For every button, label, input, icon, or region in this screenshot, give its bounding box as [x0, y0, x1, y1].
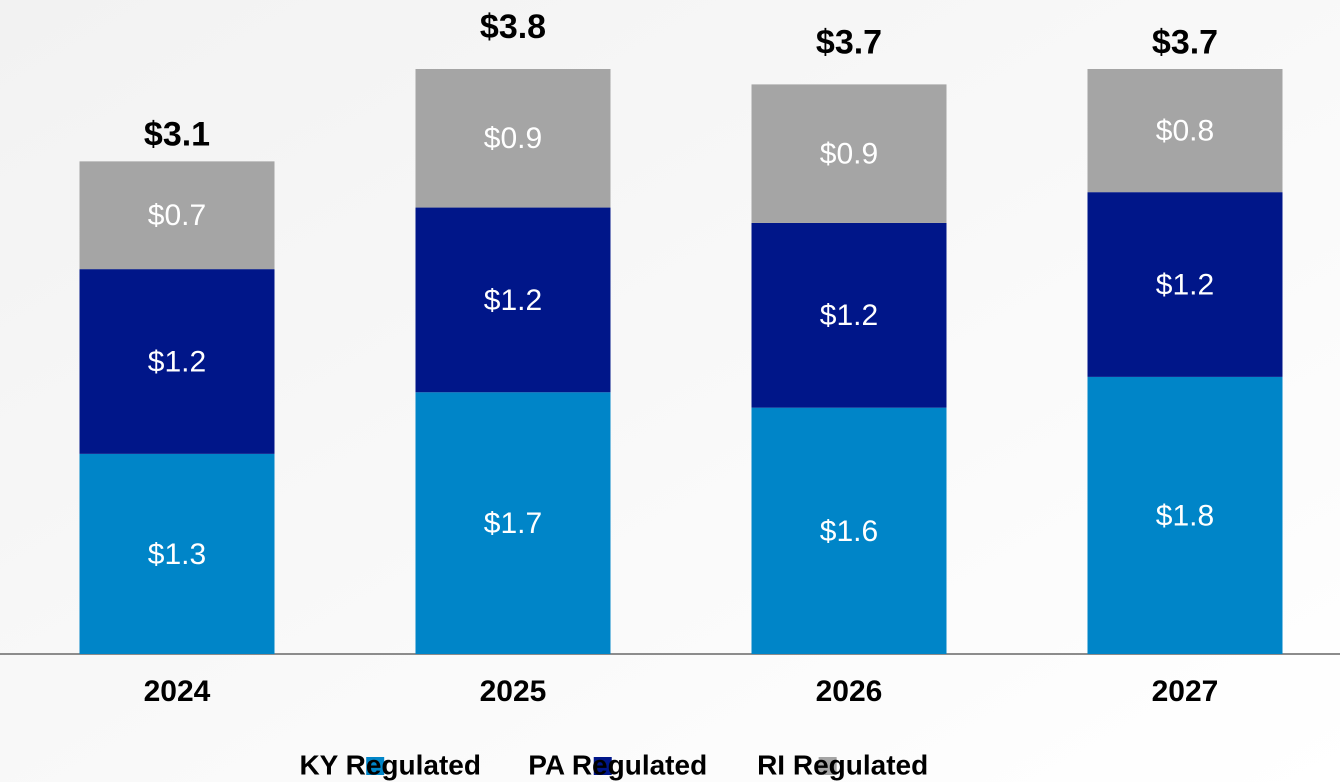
legend-swatch [366, 757, 385, 775]
total-label: $3.8 [480, 8, 546, 46]
legend-label: PA Regulated [528, 749, 707, 780]
total-label: $3.7 [816, 23, 882, 61]
data-label: $0.9 [484, 122, 542, 155]
bar-segment [79, 269, 275, 454]
bar-segment [415, 207, 611, 393]
x-tick-label: 2027 [1152, 675, 1219, 708]
bar-segment [751, 407, 947, 654]
data-label: $1.7 [484, 507, 542, 540]
x-tick-label: 2026 [816, 675, 883, 708]
data-label: $1.2 [820, 299, 878, 332]
x-tick-label: 2024 [144, 675, 211, 708]
data-label: $0.9 [820, 138, 878, 171]
data-label: $1.2 [484, 284, 542, 317]
legend-swatch [818, 757, 837, 775]
data-label: $0.8 [1156, 115, 1214, 148]
bar-segment [751, 84, 947, 223]
x-tick-label: 2025 [480, 675, 547, 708]
legend-label: KY Regulated [299, 749, 481, 780]
data-label: $1.2 [148, 345, 206, 378]
bar-segment [415, 69, 611, 208]
legend-label: RI Regulated [757, 749, 928, 780]
data-label: $1.3 [148, 538, 206, 571]
total-label: $3.1 [144, 116, 210, 154]
data-label: $1.8 [1156, 499, 1214, 532]
data-label: $1.2 [1156, 268, 1214, 301]
bar-segment [1087, 376, 1283, 654]
data-label: $1.6 [820, 515, 878, 548]
bar-segment [751, 222, 947, 408]
bar-segment [1087, 69, 1283, 193]
bar-segment [1087, 192, 1283, 377]
bar-segment [79, 453, 275, 654]
bar-segment [79, 161, 275, 270]
data-label: $0.7 [148, 199, 206, 232]
legend-swatch [593, 757, 612, 775]
total-label: $3.7 [1152, 23, 1218, 61]
bar-segment [415, 392, 611, 654]
